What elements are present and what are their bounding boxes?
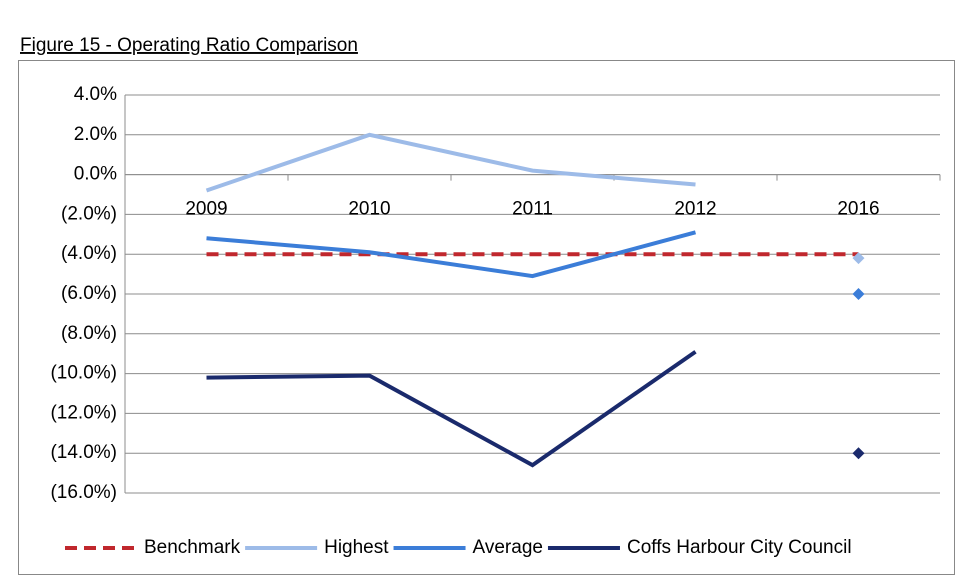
y-tick-label: (6.0%) <box>61 283 117 304</box>
y-tick-label: 4.0% <box>74 84 117 105</box>
legend-label: Coffs Harbour City Council <box>627 537 852 558</box>
legend-label: Average <box>473 537 543 558</box>
chart-title: Figure 15 - Operating Ratio Comparison <box>20 35 358 56</box>
y-tick-label: (12.0%) <box>50 402 117 423</box>
x-tick-label: 2012 <box>674 199 716 220</box>
y-tick-label: 2.0% <box>74 124 117 145</box>
x-tick-label: 2010 <box>348 199 390 220</box>
y-tick-label: (4.0%) <box>61 243 117 264</box>
y-tick-label: (2.0%) <box>61 203 117 224</box>
y-tick-label: (16.0%) <box>50 482 117 503</box>
point-marker <box>852 288 865 300</box>
y-tick-label: (10.0%) <box>50 363 117 384</box>
legend-label: Highest <box>324 537 389 558</box>
y-tick-label: (8.0%) <box>61 323 117 344</box>
x-tick-label: 2011 <box>512 199 553 220</box>
y-tick-label: 0.0% <box>74 164 117 185</box>
point-marker <box>852 252 865 265</box>
point-marker <box>852 447 865 460</box>
series-line <box>206 350 697 468</box>
chart-frame <box>18 60 955 575</box>
y-tick-label: (14.0%) <box>50 442 117 463</box>
series-line <box>205 132 696 193</box>
x-tick-label: 2009 <box>185 199 227 220</box>
legend-label: Benchmark <box>144 537 241 558</box>
series-line <box>206 230 697 279</box>
x-tick-label: 2016 <box>837 199 879 220</box>
